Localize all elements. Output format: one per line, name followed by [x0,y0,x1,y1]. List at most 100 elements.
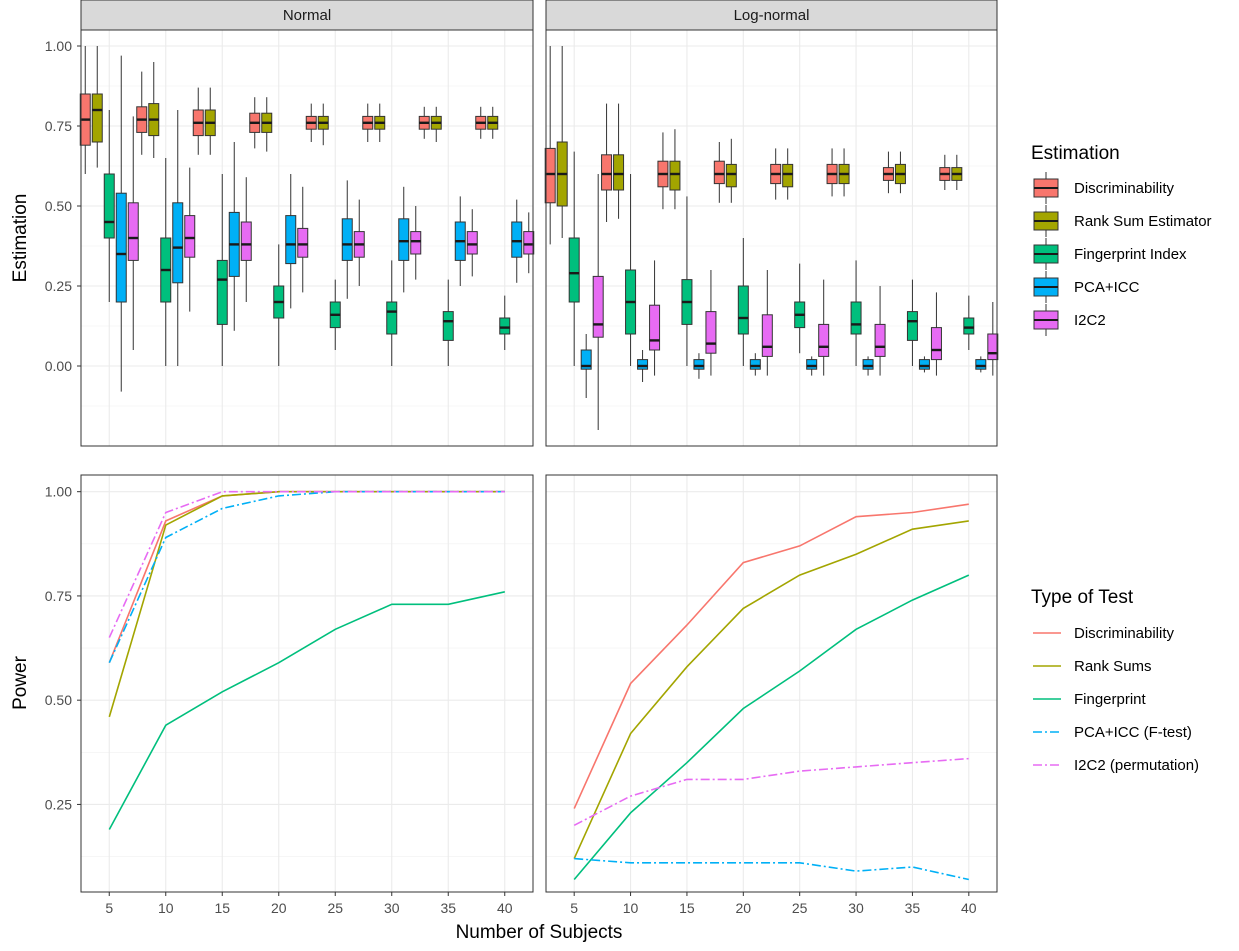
legend-label: Rank Sum Estimator [1074,213,1212,230]
box-rank-sum-estimator-log-normal-5 [556,46,568,238]
x-tick-label: 40 [961,900,977,916]
legend-title: Type of Test [1031,587,1134,608]
box-body [341,218,353,261]
legend-item-fingerprint-index: Fingerprint Index [1033,238,1187,270]
box-body [613,154,625,191]
box-i2c2-normal-30 [410,206,422,280]
legend-item-rank-sums: Rank Sums [1033,658,1152,675]
box-body [523,231,535,255]
box-body [442,311,454,341]
box-i2c2-log-normal-25 [818,279,830,376]
box-body [963,317,975,335]
box-body [975,359,987,370]
box-rank-sum-estimator-log-normal-15 [669,129,681,210]
box-body [115,192,127,303]
estimation-row: Normal Log-normal 0.00 0.25 0.50 0.75 1.00 [45,0,999,447]
panel-border [80,29,534,447]
box-i2c2-log-normal-15 [705,270,717,376]
box-fingerprint-index-normal-30 [386,260,398,366]
box-discriminability-log-normal-10 [601,103,613,222]
box-body [216,259,228,325]
legend-title: Estimation [1031,143,1120,164]
box-fingerprint-index-normal-10 [160,158,172,366]
line-i2c2-permutation-log-normal [573,757,969,827]
x-tick-label: 15 [679,900,695,916]
box-pca-icc-normal-10 [172,110,184,366]
y-tick-label: 0.50 [45,692,72,708]
box-i2c2-log-normal-5 [592,174,604,430]
box-discriminability-normal-30 [362,103,374,142]
box-fingerprint-index-normal-25 [329,279,341,350]
box-pca-icc-log-normal-25 [806,356,818,376]
box-fingerprint-index-log-normal-40 [963,295,975,350]
box-i2c2-log-normal-40 [987,302,999,376]
box-i2c2-normal-20 [297,186,309,293]
box-fingerprint-index-log-normal-25 [794,263,806,354]
box-fingerprint-index-normal-40 [499,295,511,350]
box-body [398,218,410,261]
legend-item-rank-sum-estimator: Rank Sum Estimator [1033,205,1212,237]
legend-item-discriminability: Discriminability [1033,172,1175,204]
legend-item-pca-icc-f-test: PCA+ICC (F-test) [1033,724,1192,741]
box-body [649,304,661,351]
box-body [669,160,681,191]
box-body [987,333,999,361]
box-body [918,359,930,370]
box-i2c2-normal-10 [184,167,196,312]
line-i2c2-permutation-normal [108,490,505,638]
box-body [91,93,103,143]
box-i2c2-normal-15 [240,177,252,302]
box-fingerprint-index-log-normal-15 [681,196,693,366]
box-body [906,311,918,341]
line-fingerprint-normal [108,591,505,830]
box-discriminability-log-normal-30 [826,148,838,197]
strip-label-normal: Normal [283,7,331,24]
x-tick-label: 15 [214,900,230,916]
box-discriminability-normal-5 [79,46,91,174]
estimation-legend: Estimation Discriminability Rank Sum Estim… [1031,143,1212,336]
x-tick-label: 25 [327,900,343,916]
box-body [184,215,196,258]
box-body [240,221,252,261]
box-rank-sum-estimator-log-normal-35 [894,151,906,194]
box-body [749,359,761,370]
box-body [601,154,613,191]
panel-border [545,474,998,893]
x-tick-label: 20 [271,900,287,916]
box-pca-icc-normal-30 [398,186,410,293]
box-body [782,163,794,188]
box-rank-sum-estimator-log-normal-30 [838,148,850,197]
x-tick-label: 10 [158,900,174,916]
legend-label: Fingerprint [1074,691,1147,708]
box-rank-sum-estimator-log-normal-20 [725,138,737,203]
box-body [511,221,523,258]
box-pca-icc-normal-5 [115,55,127,392]
x-tick-label: 35 [905,900,921,916]
box-i2c2-normal-35 [466,209,478,277]
box-body [737,285,749,335]
box-pca-icc-log-normal-30 [862,356,874,376]
box-body [466,231,478,255]
box-discriminability-normal-10 [136,71,148,155]
box-body [568,237,580,303]
box-pca-icc-log-normal-10 [637,350,649,382]
box-body [637,359,649,370]
box-discriminability-log-normal-40 [939,154,951,190]
box-body [693,359,705,370]
box-rank-sum-estimator-normal-35 [430,106,442,142]
box-fingerprint-index-normal-15 [216,174,228,366]
box-body [725,163,737,188]
legend-label: I2C2 [1074,312,1106,329]
box-fingerprint-index-log-normal-20 [737,238,749,366]
box-pca-icc-log-normal-40 [975,356,987,373]
legend-label: Discriminability [1074,180,1175,197]
box-discriminability-log-normal-35 [882,151,894,194]
y-tick-label: 0.75 [45,118,72,134]
power-row: 5 10 15 20 25 30 35 40 5 10 15 20 25 30 35 40 0.25 0.50 0.… [45,474,998,916]
box-fingerprint-index-normal-20 [273,244,285,366]
legend-label: PCA+ICC [1074,279,1140,296]
box-discriminability-normal-25 [305,103,317,142]
panel-border [80,474,534,893]
y-tick-label: 0.00 [45,358,72,374]
box-i2c2-log-normal-10 [649,260,661,376]
